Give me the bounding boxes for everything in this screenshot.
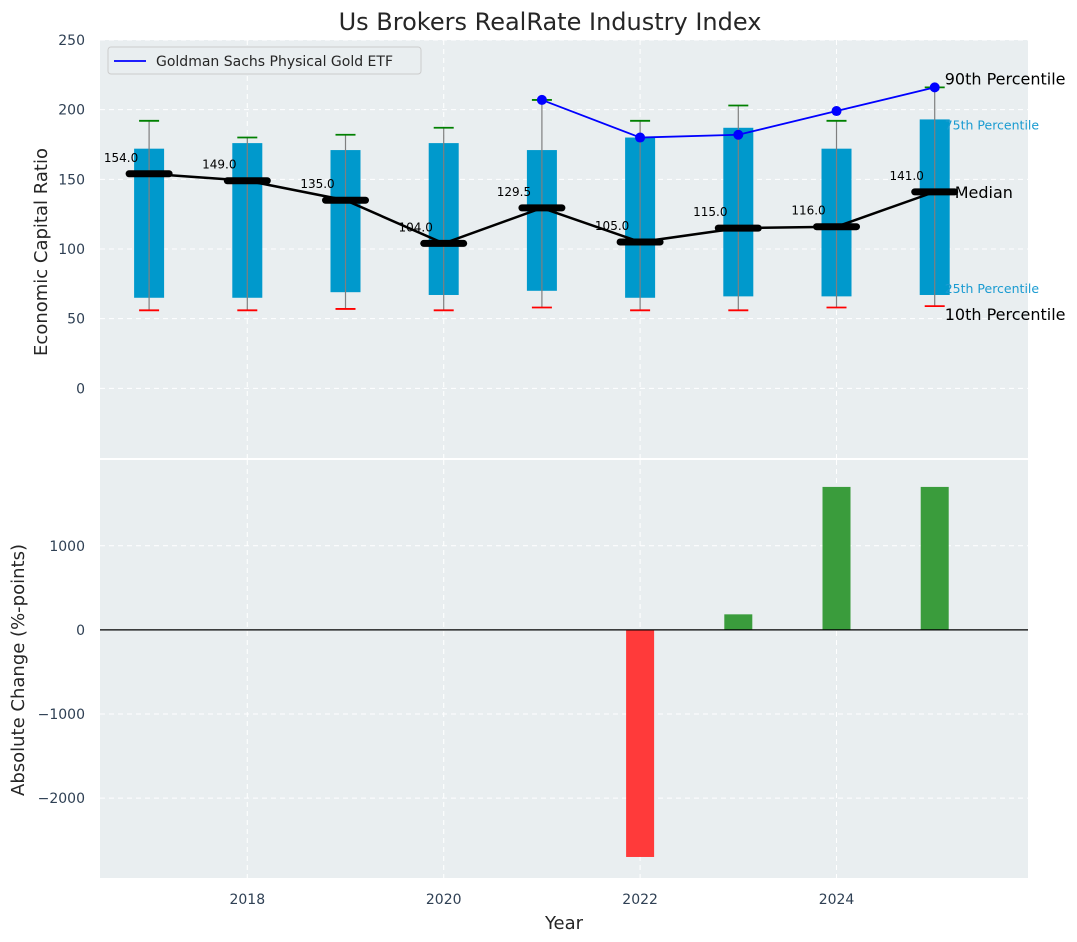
x-tick-label: 2018 <box>229 892 265 908</box>
median-value-label: 135.0 <box>300 177 334 191</box>
gold-etf-point-2024 <box>831 106 842 117</box>
top-panel-y-ticks: 0 50 100 150 200 250 <box>58 33 85 397</box>
top-y-tick-label: 250 <box>58 33 85 49</box>
x-tick-label: 2020 <box>426 892 462 908</box>
top-panel: 0 50 100 150 200 250 154.0 149.0 135.0 104.0 129.… <box>31 33 1066 460</box>
label-90th-percentile: 90th Percentile <box>945 69 1066 88</box>
median-value-label: 105.0 <box>595 219 629 233</box>
top-panel-marks: 154.0 149.0 135.0 104.0 129.5 105.0 115.0 116.0… <box>100 69 1066 460</box>
top-y-tick-label: 50 <box>67 312 85 328</box>
median-value-label: 104.0 <box>399 220 433 234</box>
change-bar-2025 <box>920 486 949 630</box>
x-axis-ticks: 2018 2020 2022 2024 <box>229 892 854 908</box>
legend-label-gold-etf: Goldman Sachs Physical Gold ETF <box>156 54 393 70</box>
top-y-tick-label: 0 <box>76 381 85 397</box>
change-bar-2023 <box>724 614 753 630</box>
median-value-label: 116.0 <box>791 204 825 218</box>
legend: Goldman Sachs Physical Gold ETF <box>107 46 422 75</box>
bottom-y-tick-label: 0 <box>76 623 85 639</box>
gold-etf-point-2023 <box>733 129 744 140</box>
label-10th-percentile: 10th Percentile <box>945 305 1066 324</box>
median-value-label: 115.0 <box>693 205 727 219</box>
bottom-y-tick-label: 1000 <box>49 539 85 555</box>
chart-title: Us Brokers RealRate Industry Index <box>339 8 762 36</box>
x-tick-label: 2022 <box>622 892 658 908</box>
label-median: Median <box>955 183 1013 202</box>
bottom-panel-background <box>100 460 1028 878</box>
change-bar-2022 <box>626 629 655 857</box>
bottom-panel-marks <box>100 486 1028 857</box>
median-value-label: 129.5 <box>497 185 531 199</box>
top-y-tick-label: 150 <box>58 172 85 188</box>
top-y-tick-label: 200 <box>58 103 85 119</box>
x-axis-label: Year <box>544 913 584 934</box>
change-bar-2024 <box>822 486 851 630</box>
bottom-panel: −2000 −1000 0 1000 2018 2020 2022 2024 Absolut… <box>8 460 1028 934</box>
legend-box <box>107 46 422 75</box>
gold-etf-point-2022 <box>635 132 646 143</box>
bottom-y-tick-label: −2000 <box>38 791 85 807</box>
gold-etf-point-2025 <box>929 82 940 93</box>
label-25th-percentile: 25th Percentile <box>945 281 1040 296</box>
top-y-tick-label: 100 <box>58 242 85 258</box>
bottom-y-tick-label: −1000 <box>38 707 85 723</box>
bottom-panel-y-axis-label: Absolute Change (%-points) <box>8 544 29 796</box>
median-value-label: 154.0 <box>104 151 138 165</box>
top-panel-y-axis-label: Economic Capital Ratio <box>31 148 52 356</box>
x-tick-label: 2024 <box>819 892 855 908</box>
median-value-label: 149.0 <box>202 158 236 172</box>
gold-etf-point-2021 <box>536 94 547 105</box>
median-value-label: 141.0 <box>890 169 924 183</box>
label-75th-percentile: 75th Percentile <box>945 117 1040 132</box>
bottom-panel-y-ticks: −2000 −1000 0 1000 <box>38 539 85 807</box>
